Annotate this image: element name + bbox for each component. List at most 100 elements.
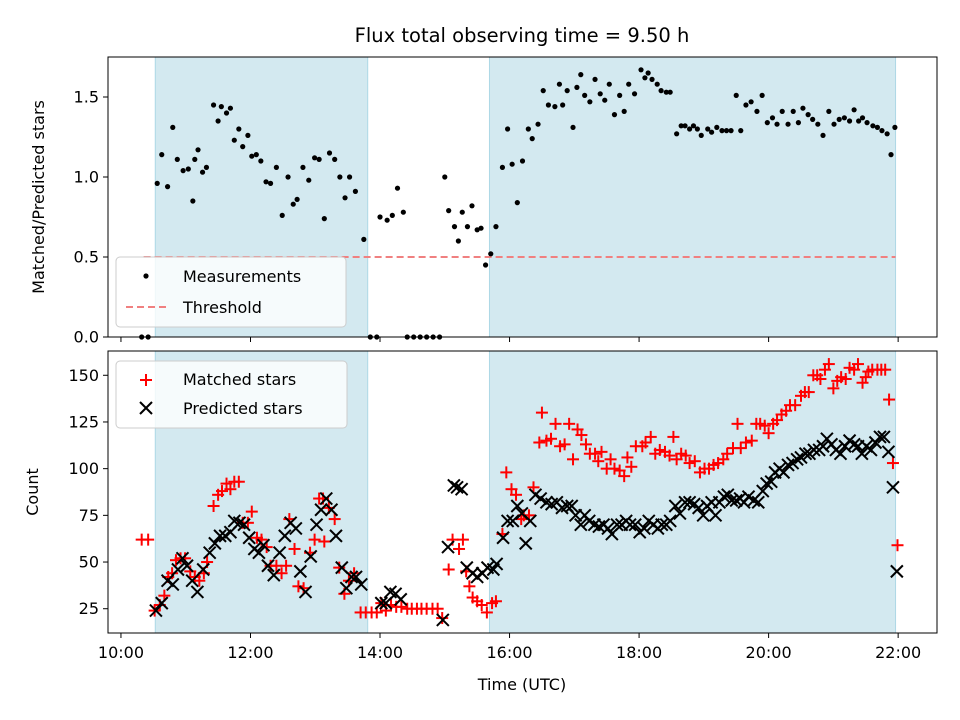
measurement-point xyxy=(851,107,857,113)
measurement-point xyxy=(759,92,765,98)
predicted-star-point xyxy=(324,503,339,517)
counts-panel: 25 50 75 100 125 150 10:00 12:00 14:00 16:00 18:0… xyxy=(23,350,938,694)
predicted-star-point xyxy=(655,517,669,532)
matched-star-point xyxy=(245,505,258,518)
y-tick-label: 50 xyxy=(79,553,99,572)
matched-star-point xyxy=(721,447,734,460)
legend-predicted-label: Predicted stars xyxy=(183,399,303,418)
predicted-star-point xyxy=(166,577,180,592)
measurement-point xyxy=(154,180,160,186)
measurement-point xyxy=(815,121,821,127)
measurement-point xyxy=(290,201,296,207)
measurement-point xyxy=(446,208,452,214)
matched-star-point xyxy=(232,475,245,488)
matched-star-point xyxy=(442,563,455,576)
matched-star-point xyxy=(639,436,652,449)
matched-star-point xyxy=(679,449,692,462)
measurement-point xyxy=(723,128,730,134)
matched-star-point xyxy=(618,470,631,483)
measurement-point xyxy=(236,126,242,132)
predicted-star-point xyxy=(565,499,579,513)
matched-star-point xyxy=(549,417,562,430)
measurement-point xyxy=(617,92,623,98)
x-tick-label: 16:00 xyxy=(486,643,532,662)
measurement-point xyxy=(464,224,471,230)
measurement-point xyxy=(870,123,876,129)
predicted-star-point xyxy=(298,585,313,599)
y-tick-label: 150 xyxy=(68,366,99,385)
predicted-star-point xyxy=(329,529,343,543)
measurement-point xyxy=(273,164,279,170)
predicted-star-point xyxy=(873,430,887,444)
predicted-star-point xyxy=(759,476,774,491)
predicted-star-point xyxy=(171,562,185,577)
matched-star-point xyxy=(563,417,576,430)
measurement-point xyxy=(728,128,734,134)
measurement-point xyxy=(805,112,811,118)
measurement-point xyxy=(705,126,711,132)
measurement-point xyxy=(690,123,697,129)
measurement-point xyxy=(469,203,475,209)
highlight-band-2 xyxy=(488,56,897,338)
measurement-point xyxy=(361,236,367,242)
measurement-point xyxy=(831,121,837,127)
measurement-point xyxy=(180,168,186,174)
predicted-star-point xyxy=(510,499,525,513)
predicted-star-point xyxy=(232,516,247,530)
predicted-star-point xyxy=(847,437,861,452)
matched-star-point xyxy=(758,419,771,432)
matched-star-point xyxy=(879,363,892,376)
measurement-point xyxy=(337,174,343,180)
measurement-point xyxy=(210,102,217,108)
predicted-star-point xyxy=(213,529,227,543)
predicted-star-point xyxy=(309,517,324,532)
measurement-point xyxy=(611,112,618,118)
measurement-point xyxy=(459,209,465,215)
matched-star-point xyxy=(567,453,580,466)
measurement-point xyxy=(785,121,791,127)
predicted-star-point xyxy=(798,447,813,461)
matched-star-point xyxy=(241,516,254,529)
predicted-star-point xyxy=(454,482,469,496)
x-tick-label: 18:00 xyxy=(616,643,662,662)
matched-star-point xyxy=(463,580,476,593)
matched-star-point xyxy=(193,574,206,587)
measurement-point xyxy=(253,152,259,158)
measurement-point xyxy=(888,152,894,158)
measurement-point xyxy=(719,128,725,134)
measurement-point xyxy=(474,227,480,233)
y-tick-label: 100 xyxy=(68,459,99,478)
measurement-point xyxy=(597,91,603,97)
measurement-point xyxy=(493,224,499,230)
measurement-point xyxy=(316,156,322,162)
measurement-point xyxy=(556,81,563,87)
measurement-point xyxy=(638,67,644,73)
predicted-star-point xyxy=(267,568,281,582)
predicted-star-point xyxy=(877,430,891,444)
measurement-point xyxy=(560,102,566,108)
matched-star-point xyxy=(731,417,744,430)
measurement-point xyxy=(631,91,638,97)
matched-star-point xyxy=(475,598,488,611)
measurement-point xyxy=(190,198,196,204)
predicted-star-point xyxy=(506,514,520,528)
matched-star-point xyxy=(318,535,331,548)
predicted-star-point xyxy=(185,574,199,588)
predicted-star-point xyxy=(764,475,778,489)
measurement-point xyxy=(764,120,770,126)
measurement-point xyxy=(769,115,776,121)
predicted-star-point xyxy=(190,585,205,599)
matched-star-point xyxy=(827,382,840,395)
measurement-point xyxy=(874,124,881,130)
measurement-point xyxy=(312,155,318,161)
ratio-legend: Measurements Threshold xyxy=(115,256,347,328)
measurement-point xyxy=(442,174,448,180)
measurement-point xyxy=(574,84,580,90)
counts-legend-box xyxy=(115,360,348,429)
matched-star-point xyxy=(275,567,288,580)
predicted-star-point xyxy=(696,508,710,523)
matched-star-point xyxy=(280,559,293,572)
measurement-point xyxy=(678,123,684,129)
measurement-point xyxy=(642,75,648,81)
measurement-point xyxy=(774,121,780,127)
